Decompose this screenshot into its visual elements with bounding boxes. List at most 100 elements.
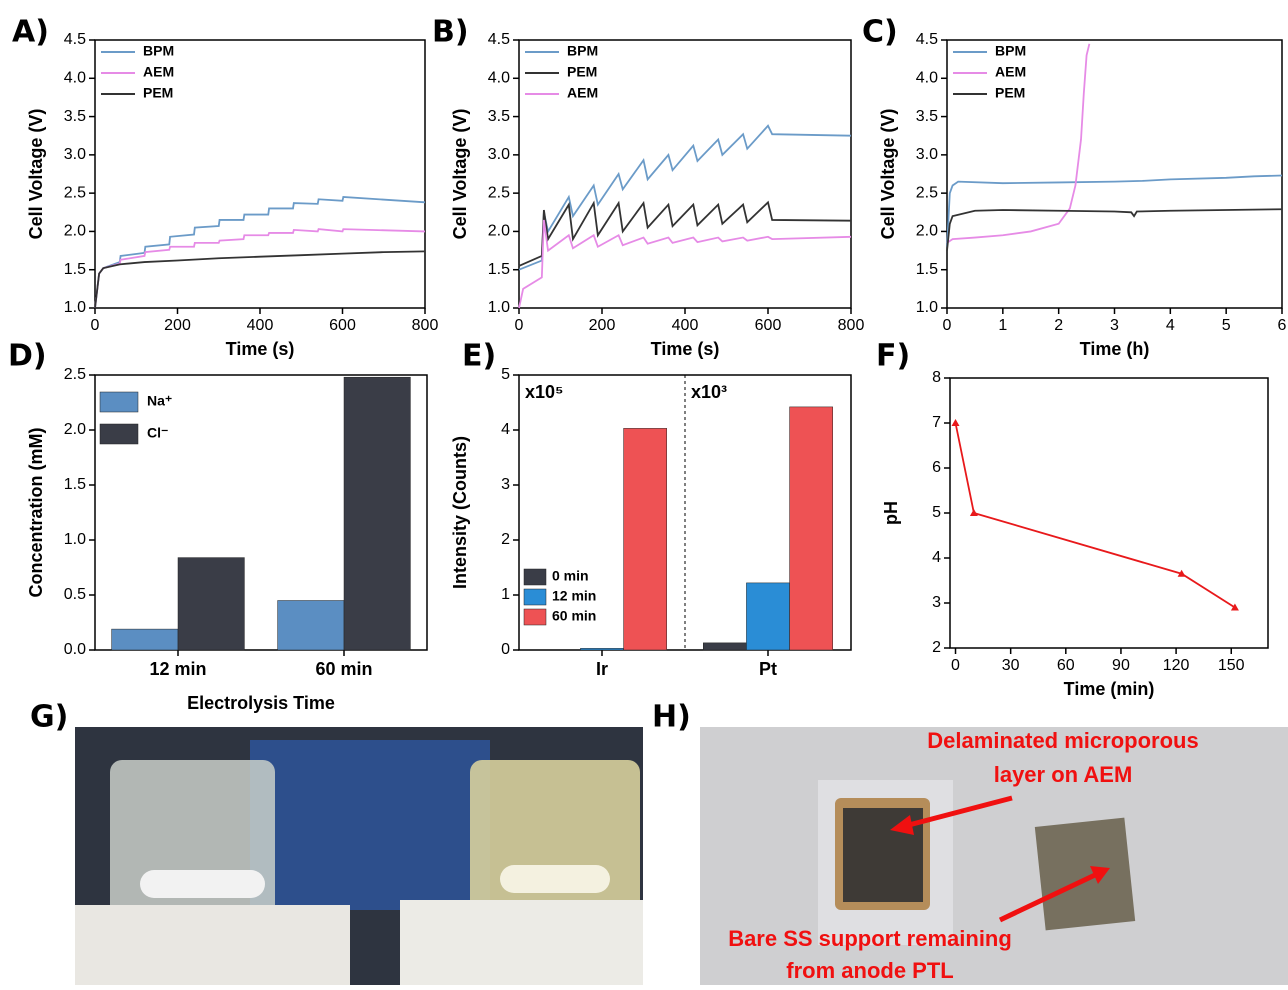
annotation: x10³ (691, 382, 727, 402)
plot-frame (946, 39, 1283, 309)
annotation: layer on AEM (994, 762, 1133, 787)
instrument (250, 740, 490, 910)
x-tick-label: 800 (838, 317, 865, 334)
y-tick-label: 3 (932, 594, 941, 611)
y-tick-label: 2.0 (916, 223, 938, 240)
data-line (94, 196, 426, 309)
stir-plate (400, 900, 643, 985)
chart-panel: E) 0 1 2 3 4 5 Intensity (Counts) Ir x10⁵ Pt x10³ 0 … (450, 339, 852, 679)
x-tick-label: 3 (1110, 317, 1119, 334)
x-tick-label: 4 (1166, 317, 1175, 334)
x-tick-label: 400 (247, 317, 274, 334)
y-tick-label: 1.5 (488, 261, 510, 278)
x-tick-label: 5 (1222, 317, 1231, 334)
legend-label: Cl⁻ (147, 425, 168, 441)
legend-label: BPM (567, 43, 598, 59)
annotation: Bare SS support remaining (728, 926, 1012, 951)
y-tick-label: 4.0 (488, 70, 510, 87)
y-tick-label: 1 (501, 586, 510, 603)
y-tick-label: 4.5 (488, 31, 510, 48)
y-tick-label: 3 (501, 476, 510, 493)
bar (580, 648, 624, 651)
arrow-head (1090, 866, 1110, 884)
panel-label: D) (8, 339, 47, 374)
y-tick-label: 0.5 (64, 586, 86, 603)
plot-frame (94, 374, 428, 651)
y-tick-label: 2 (501, 531, 510, 548)
legend-label: PEM (143, 85, 173, 101)
x-tick-label: Pt (759, 659, 777, 679)
y-tick-label: 3.5 (488, 108, 510, 125)
y-tick-label: 0.0 (64, 641, 86, 658)
y-tick-label: 2.0 (488, 223, 510, 240)
legend-label: AEM (567, 85, 598, 101)
panel-label: G) (30, 700, 68, 735)
stir-bar (500, 865, 610, 893)
x-axis-label: Time (min) (1064, 679, 1155, 699)
data-marker (969, 509, 978, 516)
y-tick-label: 1.0 (488, 299, 510, 316)
bar (177, 557, 245, 651)
y-tick-label: 2 (932, 639, 941, 656)
y-axis-label: Cell Voltage (V) (26, 109, 46, 240)
plot-frame (94, 39, 426, 309)
plot-frame (518, 39, 852, 309)
data-line (94, 250, 426, 309)
x-tick-label: 0 (943, 317, 952, 334)
bar (343, 376, 411, 651)
y-tick-label: 3.0 (488, 146, 510, 163)
x-tick-label: 150 (1218, 657, 1245, 674)
chart-panel: C) 1.0 1.5 2.0 2.5 3.0 3.5 4.0 4.5 Cell Voltage (… (862, 15, 1287, 359)
x-axis-label: Electrolysis Time (187, 693, 335, 713)
bar (277, 600, 345, 651)
y-axis-label: Cell Voltage (V) (450, 109, 470, 240)
data-line (518, 200, 852, 267)
x-tick-label: 6 (1278, 317, 1287, 334)
bar (703, 642, 747, 651)
y-tick-label: 4 (932, 549, 941, 566)
y-tick-label: 4 (501, 421, 510, 438)
y-tick-label: 3.5 (64, 108, 86, 125)
y-tick-label: 1.5 (916, 261, 938, 278)
bar (111, 628, 179, 651)
y-tick-label: 5 (501, 366, 510, 383)
data-line (94, 228, 426, 309)
data-line (518, 124, 852, 271)
annotation: from anode PTL (786, 958, 953, 983)
legend-label: PEM (567, 64, 597, 80)
x-tick-label: 0 (951, 657, 960, 674)
y-tick-label: 2.5 (488, 184, 510, 201)
photo-g: G) (30, 700, 643, 985)
x-axis-label: Time (h) (1080, 339, 1150, 359)
x-tick-label: 90 (1112, 657, 1130, 674)
x-axis-label: Time (s) (651, 339, 720, 359)
y-tick-label: 4.0 (916, 70, 938, 87)
x-tick-label: 800 (412, 317, 439, 334)
legend-swatch (523, 588, 547, 606)
chart-panel: B) 1.0 1.5 2.0 2.5 3.0 3.5 4.0 4.5 Cell Voltage (… (432, 15, 864, 359)
panel-label: A) (12, 15, 49, 50)
chart-panel: A) 1.0 1.5 2.0 2.5 3.0 3.5 4.0 4.5 Cell Voltage (… (12, 15, 438, 359)
data-line (946, 174, 1283, 247)
x-tick-label: 0 (91, 317, 100, 334)
photo-h: Delaminated microporous layer on AEM Bar… (652, 700, 1288, 985)
chart-panel: F) 2 3 4 5 6 7 8 pH Time (min) 0 30 60 90 120 150 (876, 339, 1269, 699)
x-tick-label: 120 (1163, 657, 1190, 674)
x-tick-label: 1 (998, 317, 1007, 334)
y-tick-label: 5 (932, 504, 941, 521)
stir-bar (140, 870, 265, 898)
data-marker (1177, 569, 1186, 577)
y-tick-label: 4.5 (916, 31, 938, 48)
legend-label: 12 min (552, 588, 596, 604)
y-tick-label: 2.5 (64, 184, 86, 201)
legend-label: BPM (995, 43, 1026, 59)
x-axis-label: Time (s) (226, 339, 295, 359)
y-tick-label: 0 (501, 641, 510, 658)
x-tick-label: 30 (1002, 657, 1020, 674)
panel-label: B) (432, 15, 469, 50)
y-tick-label: 1.0 (64, 299, 86, 316)
y-tick-label: 3.0 (916, 146, 938, 163)
legend-swatch (523, 568, 547, 586)
data-line (946, 43, 1091, 244)
